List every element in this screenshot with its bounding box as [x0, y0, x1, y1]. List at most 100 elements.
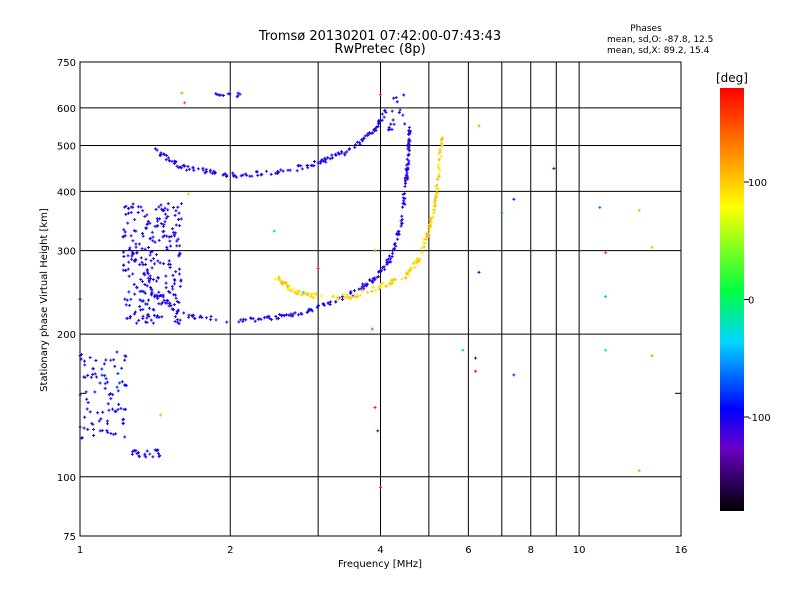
data-point: [350, 297, 352, 301]
data-point: [354, 289, 356, 293]
data-point: [177, 237, 179, 241]
data-point: [172, 206, 174, 210]
data-point: [341, 295, 343, 299]
data-point: [150, 250, 152, 254]
data-point: [364, 134, 366, 138]
data-point: [337, 294, 339, 298]
data-point: [106, 419, 108, 423]
data-point: [329, 300, 331, 304]
data-point: [163, 298, 165, 302]
data-point: [188, 315, 190, 319]
data-point: [390, 257, 392, 261]
data-point: [384, 108, 386, 112]
data-point: [140, 277, 142, 281]
data-point: [605, 251, 607, 255]
data-point: [430, 218, 432, 222]
data-point: [166, 153, 168, 157]
data-point: [336, 296, 338, 300]
data-point: [162, 301, 164, 305]
data-point: [240, 174, 242, 178]
data-point: [378, 269, 380, 273]
data-point: [164, 206, 166, 210]
data-point: [125, 303, 127, 307]
data-point: [277, 172, 279, 176]
data-point: [188, 167, 190, 171]
data-point: [423, 238, 425, 242]
data-point: [405, 173, 407, 177]
data-point: [152, 321, 154, 325]
data-point: [157, 276, 159, 280]
data-point: [167, 299, 169, 303]
data-point: [174, 293, 176, 297]
data-point: [166, 301, 168, 305]
data-point: [167, 215, 169, 219]
data-point: [179, 251, 181, 255]
data-point: [158, 294, 160, 298]
data-point: [150, 287, 152, 291]
data-point: [406, 168, 408, 172]
data-point: [150, 285, 152, 289]
data-point: [361, 138, 363, 142]
data-point: [249, 174, 251, 178]
data-point: [122, 235, 124, 239]
data-point: [397, 233, 399, 237]
data-point: [133, 259, 135, 263]
data-point: [212, 171, 214, 175]
data-point: [175, 231, 177, 235]
data-point: [220, 93, 222, 97]
data-point: [188, 192, 190, 196]
x-tick-label: 16: [675, 545, 688, 556]
data-point: [146, 213, 148, 217]
data-point: [141, 289, 143, 293]
data-point: [162, 224, 164, 228]
data-point: [338, 296, 340, 300]
data-point: [407, 153, 409, 157]
data-point: [144, 273, 146, 277]
data-point: [139, 298, 141, 302]
data-point: [146, 226, 148, 230]
data-point: [163, 262, 165, 266]
data-point: [139, 242, 141, 246]
data-point: [179, 252, 181, 256]
data-point: [92, 422, 94, 426]
data-point: [408, 140, 410, 144]
data-point: [87, 427, 89, 431]
data-point: [123, 228, 125, 232]
data-point: [144, 215, 146, 219]
data-point: [154, 147, 156, 151]
data-point: [125, 407, 127, 411]
data-point: [403, 199, 405, 203]
data-point: [246, 173, 248, 177]
data-point: [374, 249, 376, 253]
data-point: [438, 151, 440, 155]
data-point: [160, 413, 162, 417]
data-point: [92, 367, 94, 371]
data-point: [423, 245, 425, 249]
data-point: [121, 380, 123, 384]
data-point: [138, 318, 140, 322]
data-point: [222, 173, 224, 177]
data-point: [292, 312, 294, 316]
data-point: [122, 421, 124, 425]
data-point: [380, 485, 381, 489]
colorbar-tick-label: -100: [748, 413, 771, 424]
data-point: [278, 278, 280, 282]
data-point: [163, 153, 165, 157]
data-point: [232, 171, 234, 175]
data-point: [173, 230, 175, 234]
data-point: [159, 217, 161, 221]
data-point: [170, 244, 172, 248]
data-point: [441, 137, 443, 141]
data-point: [122, 268, 124, 272]
data-point: [435, 184, 437, 188]
data-point: [130, 211, 132, 215]
data-point: [375, 126, 377, 130]
data-point: [366, 282, 368, 286]
data-point: [105, 358, 107, 362]
data-point: [166, 248, 168, 252]
data-point: [430, 220, 432, 224]
data-point: [363, 285, 365, 289]
data-point: [290, 312, 292, 316]
data-point: [429, 223, 431, 227]
data-point: [346, 293, 348, 297]
